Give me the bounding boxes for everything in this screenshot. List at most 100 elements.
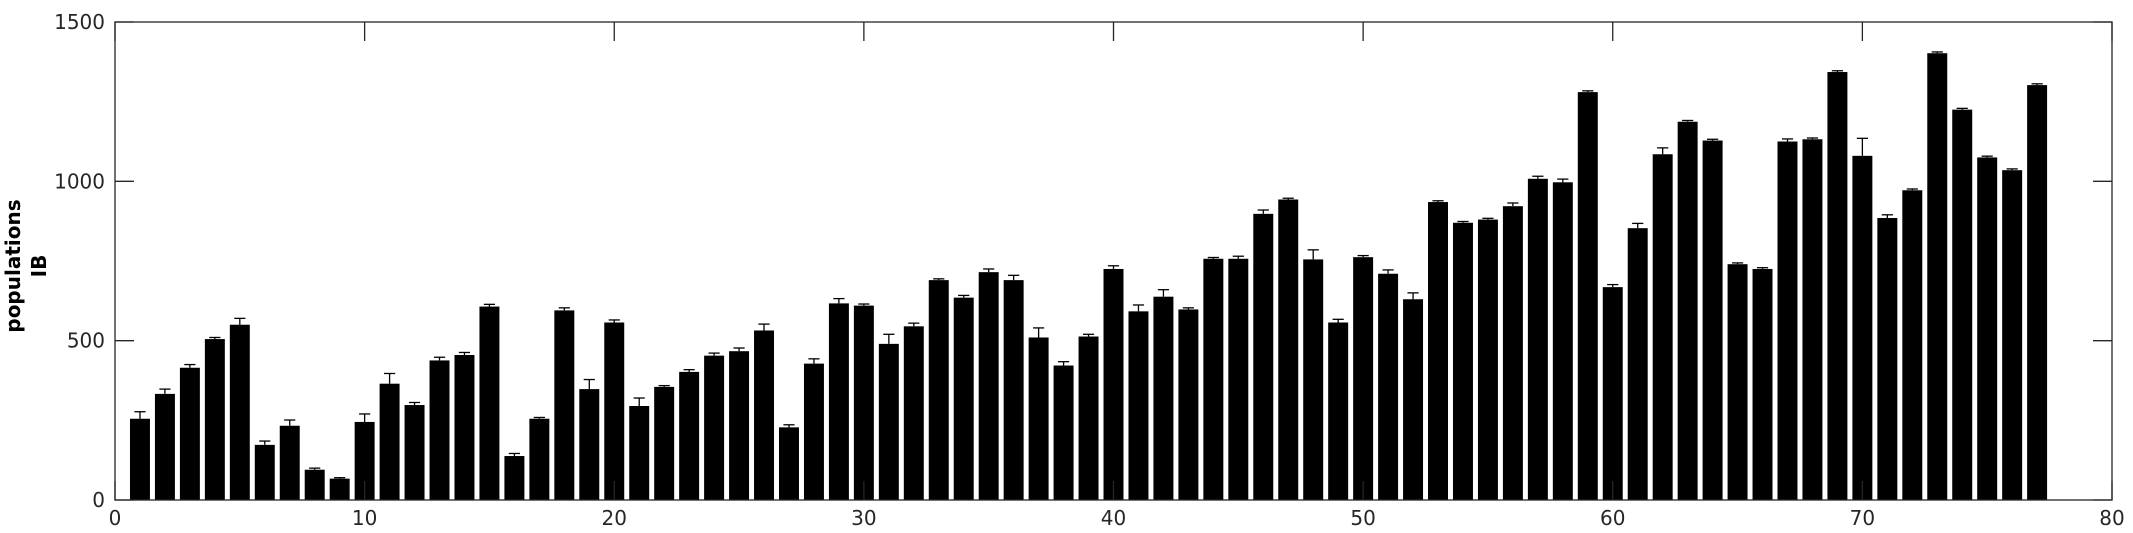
y-tick-label: 1500 <box>54 10 105 34</box>
bar <box>878 343 899 500</box>
error-bar <box>1382 269 1394 274</box>
error-bar <box>508 452 520 457</box>
y-axis-label-line-1: populations <box>1 199 25 332</box>
x-tick-label: 70 <box>1850 506 1875 530</box>
bar <box>1802 139 1823 500</box>
error-bar <box>1407 292 1419 300</box>
bar <box>1752 268 1773 500</box>
error-bar <box>1981 155 1993 158</box>
error-bar <box>1282 197 1294 200</box>
bars-group <box>129 53 2048 501</box>
bar <box>454 355 475 500</box>
error-bar <box>1057 361 1070 366</box>
error-bar <box>2006 168 2018 171</box>
error-bar <box>1707 138 1719 141</box>
bar <box>604 322 625 500</box>
error-bar <box>1632 222 1644 229</box>
x-tick-label: 40 <box>1101 506 1126 530</box>
bar <box>1428 202 1448 500</box>
ticks-group <box>114 21 2113 501</box>
error-bar <box>1557 178 1569 183</box>
error-bar <box>908 322 920 327</box>
bar <box>1927 53 1948 500</box>
bar <box>379 383 400 500</box>
x-tick-label: 30 <box>851 506 876 530</box>
error-bar <box>1806 137 1819 140</box>
bar <box>654 386 675 500</box>
bar <box>1452 222 1473 500</box>
bar <box>1128 311 1149 500</box>
error-bar <box>1008 274 1020 281</box>
bar <box>279 425 300 500</box>
error-bars-group <box>134 51 2043 479</box>
bar <box>1677 121 1698 500</box>
error-bar <box>1432 200 1444 203</box>
error-bar <box>1956 107 1968 110</box>
bar <box>1777 141 1798 500</box>
error-bar <box>433 356 446 361</box>
y-axis-label-line-2: IB <box>27 255 51 278</box>
bar <box>1527 178 1548 500</box>
x-tick-label: 20 <box>602 506 627 530</box>
error-bar <box>833 297 845 304</box>
error-bar <box>1607 283 1619 288</box>
bar <box>629 405 650 500</box>
bar <box>1103 268 1124 500</box>
error-bar <box>858 303 870 306</box>
error-bar <box>1657 147 1669 155</box>
error-bar <box>583 378 595 390</box>
bar <box>304 469 325 500</box>
error-bar <box>1906 188 1918 191</box>
tick-labels-group: 0 10 20 30 40 50 60 70 80 0 500 1000 1500 <box>54 10 2125 530</box>
bar <box>129 418 150 500</box>
error-bar <box>1232 255 1244 259</box>
bar <box>828 303 849 500</box>
bar <box>1477 219 1498 500</box>
error-bar <box>1831 70 1844 73</box>
bar <box>529 418 550 500</box>
error-bar <box>933 278 945 281</box>
bar <box>1577 92 1598 501</box>
error-bar <box>1781 138 1794 142</box>
error-bar <box>808 358 820 364</box>
error-bar <box>1856 137 1868 156</box>
error-bar <box>1132 304 1145 312</box>
error-bar <box>1033 327 1045 338</box>
error-bar <box>1457 220 1469 223</box>
bar <box>803 363 824 500</box>
error-bar <box>608 319 620 323</box>
bar <box>1902 190 1923 501</box>
bar <box>1877 217 1898 501</box>
bar <box>179 367 200 500</box>
error-bar <box>1756 267 1769 269</box>
bar <box>1627 228 1648 500</box>
x-tick-label: 80 <box>2099 506 2124 530</box>
error-bar <box>1682 119 1694 122</box>
bar <box>1178 309 1199 500</box>
error-bar <box>458 351 471 356</box>
bar <box>204 339 225 500</box>
y-tick-label: 0 <box>92 488 105 512</box>
error-bar <box>758 323 770 331</box>
error-bar <box>1182 307 1194 310</box>
bar <box>229 324 250 500</box>
bar <box>729 351 750 500</box>
error-bar <box>658 384 670 387</box>
bar <box>329 478 350 500</box>
error-bar <box>1357 254 1369 258</box>
bar <box>704 355 725 500</box>
error-bar <box>1257 209 1269 214</box>
y-tick-label: 1000 <box>54 169 105 193</box>
bar <box>404 405 425 500</box>
error-bar <box>309 467 321 470</box>
bar <box>1652 154 1673 500</box>
error-bar <box>383 372 396 384</box>
bar <box>1253 213 1274 500</box>
bar <box>953 297 974 500</box>
bar <box>2002 170 2023 500</box>
bar <box>1702 140 1723 500</box>
bar <box>2027 85 2048 500</box>
x-tick-label: 60 <box>1600 506 1625 530</box>
error-bar <box>733 347 745 352</box>
